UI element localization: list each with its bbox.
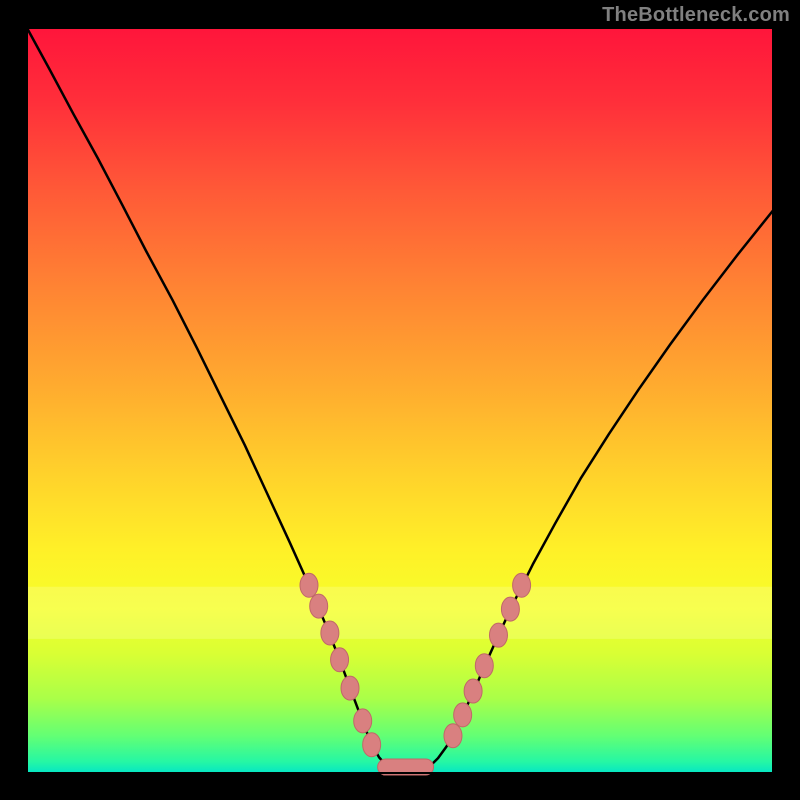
bottleneck-curve-chart — [0, 0, 800, 800]
plot-background — [27, 28, 773, 773]
marker-right — [475, 654, 493, 678]
chart-container: TheBottleneck.com — [0, 0, 800, 800]
marker-right — [454, 703, 472, 727]
marker-right — [501, 597, 519, 621]
marker-left — [341, 676, 359, 700]
haze-band — [27, 587, 773, 639]
watermark-text: TheBottleneck.com — [602, 4, 790, 27]
marker-left — [321, 621, 339, 645]
marker-right — [513, 573, 531, 597]
marker-left — [331, 648, 349, 672]
marker-left — [354, 709, 372, 733]
marker-left — [310, 594, 328, 618]
marker-right — [489, 623, 507, 647]
marker-right — [464, 679, 482, 703]
marker-right — [444, 724, 462, 748]
marker-left — [363, 733, 381, 757]
marker-left — [300, 573, 318, 597]
